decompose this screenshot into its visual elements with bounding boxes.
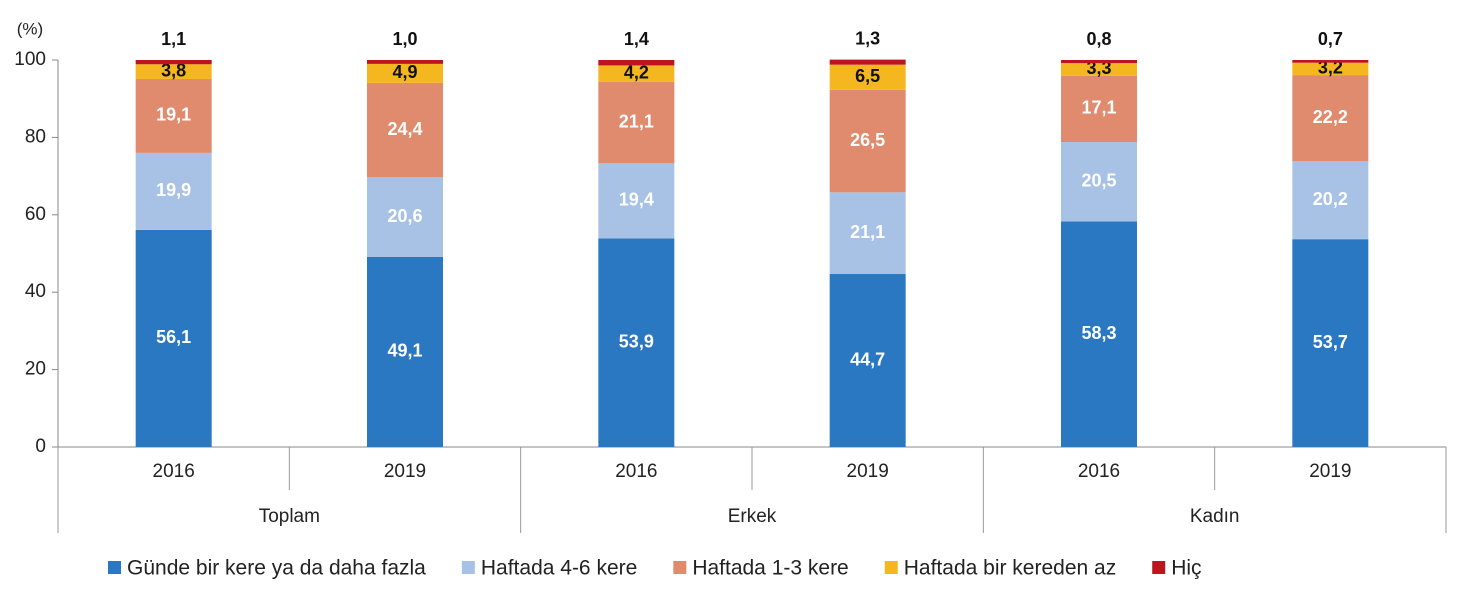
data-label: 21,1: [619, 111, 654, 131]
legend-label: Haftada 4-6 kere: [481, 557, 637, 580]
data-label: 17,1: [1081, 98, 1116, 118]
data-label: 44,7: [850, 349, 885, 369]
legend-swatch: [461, 561, 475, 574]
legend-swatch: [673, 561, 687, 574]
x-tick-label: 2016: [615, 461, 657, 482]
data-label: 26,5: [850, 130, 885, 150]
bar-segment: [598, 238, 675, 447]
bar-segment: [598, 81, 675, 164]
bar-segment: [1292, 60, 1369, 63]
bar-segment: [1292, 75, 1369, 162]
bar-segment: [1292, 239, 1369, 447]
data-label: 3,3: [1086, 58, 1111, 78]
data-label: 3,8: [161, 60, 186, 80]
y-tick-label: 20: [25, 359, 46, 380]
y-tick-label: 40: [25, 281, 46, 302]
y-tick-label: 80: [25, 126, 46, 147]
data-label: 58,3: [1081, 323, 1116, 343]
bar-segment: [135, 229, 212, 447]
data-label: 21,1: [850, 222, 885, 242]
data-label: 6,5: [855, 66, 880, 86]
bar-segment: [135, 60, 212, 65]
legend-label: Haftada 1-3 kere: [692, 557, 848, 580]
data-label: 0,8: [1086, 29, 1111, 49]
group-label: Erkek: [728, 506, 777, 527]
data-label: 20,5: [1081, 170, 1116, 190]
data-label: 1,4: [624, 29, 649, 49]
data-label: 4,2: [624, 62, 649, 82]
data-label: 20,6: [387, 206, 422, 226]
data-label: 24,4: [387, 119, 422, 139]
legend-label: Günde bir kere ya da daha fazla: [127, 557, 426, 580]
bar-segment: [1292, 62, 1369, 76]
data-label: 56,1: [156, 327, 191, 347]
data-label: 0,7: [1318, 29, 1343, 49]
x-tick-label: 2019: [384, 461, 426, 482]
data-label: 53,7: [1313, 332, 1348, 352]
legend-swatch: [1152, 561, 1166, 574]
legend-swatch: [884, 561, 898, 574]
bar-segment: [1061, 221, 1137, 447]
bar-segment: [829, 192, 906, 275]
bar-segment: [367, 60, 443, 64]
data-label: 4,9: [392, 62, 417, 82]
bar-segment: [135, 78, 212, 153]
data-label: 1,0: [392, 29, 417, 49]
group-label: Toplam: [259, 506, 320, 527]
data-label: 53,9: [619, 331, 654, 351]
x-tick-label: 2016: [153, 461, 195, 482]
bar-segment: [598, 163, 675, 239]
bar-segment: [1061, 75, 1137, 143]
x-tick-label: 2019: [847, 461, 889, 482]
bar-segment: [135, 152, 212, 230]
data-label: 49,1: [387, 341, 422, 361]
bar-segment: [1292, 161, 1369, 240]
bar-segment: [1061, 142, 1137, 222]
y-axis-label: (%): [17, 19, 43, 38]
bar-segment: [367, 256, 443, 447]
bar-segment: [367, 63, 443, 83]
bar-segment: [1061, 63, 1137, 76]
group-label: Kadın: [1190, 506, 1240, 527]
bar-segment: [598, 65, 675, 82]
x-tick-label: 2019: [1309, 461, 1351, 482]
bar-segment: [135, 64, 212, 79]
data-label: 1,3: [855, 28, 880, 48]
x-tick-label: 2016: [1078, 461, 1120, 482]
data-label: 1,1: [161, 29, 186, 49]
bar-segment: [367, 82, 443, 178]
bar-segment: [598, 60, 675, 66]
y-tick-label: 60: [25, 204, 46, 225]
data-label: 19,9: [156, 180, 191, 200]
bar-segment: [367, 177, 443, 257]
legend-label: Hiç: [1171, 557, 1201, 580]
data-label: 19,4: [619, 190, 654, 210]
bar-segment: [829, 64, 906, 90]
data-label: 20,2: [1313, 189, 1348, 209]
bar-segment: [829, 274, 906, 447]
y-tick-label: 100: [14, 49, 46, 70]
y-tick-label: 0: [35, 436, 46, 457]
legend-swatch: [108, 561, 121, 574]
data-label: 19,1: [156, 105, 191, 125]
data-label: 22,2: [1313, 107, 1348, 127]
legend-label: Haftada bir kereden az: [904, 557, 1116, 580]
bar-segment: [829, 89, 906, 193]
bar-segment: [829, 59, 906, 65]
bar-segment: [1061, 60, 1137, 64]
